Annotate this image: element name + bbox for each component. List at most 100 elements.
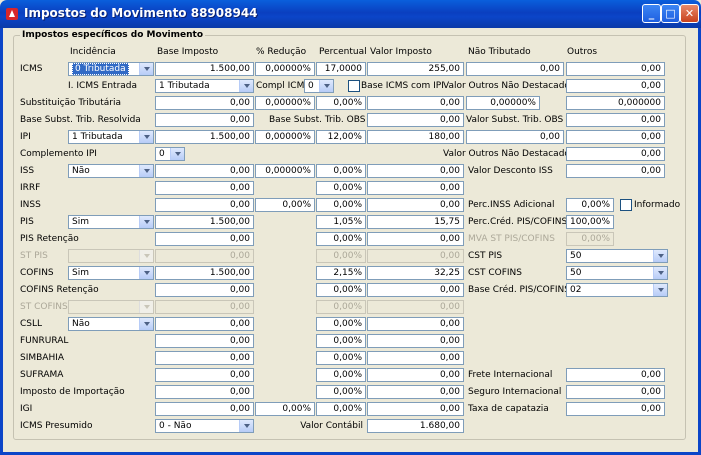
igi-percentual-field[interactable]: 0,00%: [316, 402, 366, 416]
st-cofins-percentual-field[interactable]: 0,00%: [316, 300, 366, 314]
iss-desconto-field[interactable]: 0,00: [566, 164, 665, 178]
cofins-incidencia-value: Sim: [72, 268, 89, 278]
pis-incidencia-select[interactable]: Sim: [68, 215, 154, 229]
ipi-nao-tributado-field[interactable]: 0,00: [466, 130, 564, 144]
suframa-valor-field[interactable]: 0,00: [367, 368, 464, 382]
st-pis-valor-field[interactable]: 0,00: [367, 249, 464, 263]
seguro-field[interactable]: 0,00: [566, 385, 665, 399]
csll-incidencia-select[interactable]: Não: [68, 317, 154, 331]
pis-valor-field[interactable]: 15,75: [367, 215, 464, 229]
icms-reducao-field[interactable]: 0,00000%: [255, 62, 315, 76]
simbahia-base-field[interactable]: 0,00: [155, 351, 254, 365]
ipi-valor-field[interactable]: 180,00: [367, 130, 464, 144]
capatazia-field[interactable]: 0,00: [566, 402, 665, 416]
close-button[interactable]: ✕: [680, 4, 699, 23]
icms-presumido-select[interactable]: 0 - Não: [155, 419, 254, 433]
st-pis-base-field[interactable]: 0,00: [155, 249, 254, 263]
ipi-outros-field[interactable]: 0,00: [566, 130, 665, 144]
inss-informado-checkbox[interactable]: [620, 199, 632, 211]
csll-base-field[interactable]: 0,00: [155, 317, 254, 331]
st-outros-field[interactable]: 0,000000: [566, 96, 665, 110]
funrural-valor-field[interactable]: 0,00: [367, 334, 464, 348]
cst-pis-select[interactable]: 50: [566, 249, 668, 263]
importacao-base-field[interactable]: 0,00: [155, 385, 254, 399]
st-pis-select[interactable]: [68, 249, 154, 263]
iss-percentual-field[interactable]: 0,00%: [316, 164, 366, 178]
minimize-button[interactable]: _: [642, 4, 661, 23]
st-cofins-select[interactable]: [68, 300, 154, 314]
igi-valor-field[interactable]: 0,00: [367, 402, 464, 416]
perc-cred-field[interactable]: 100,00%: [566, 215, 614, 229]
inss-valor-field[interactable]: 0,00: [367, 198, 464, 212]
st-pis-percentual-field[interactable]: 0,00%: [316, 249, 366, 263]
icms-base-field[interactable]: 1.500,00: [155, 62, 254, 76]
cofins-base-field[interactable]: 1.500,00: [155, 266, 254, 280]
outros-nd-icms-field[interactable]: 0,00: [566, 79, 665, 93]
inss-adicional-field[interactable]: 0,00%: [566, 198, 614, 212]
importacao-valor-field[interactable]: 0,00: [367, 385, 464, 399]
pis-base-field[interactable]: 1.500,00: [155, 215, 254, 229]
compl-ipi-select[interactable]: 0: [155, 147, 185, 161]
igi-reducao-field[interactable]: 0,00%: [255, 402, 315, 416]
st-percentual-field[interactable]: 0,00%: [316, 96, 366, 110]
ipi-incidencia-select[interactable]: 1 Tributada: [68, 130, 154, 144]
pis-percentual-field[interactable]: 1,05%: [316, 215, 366, 229]
icms-outros-field[interactable]: 0,00: [566, 62, 665, 76]
simbahia-valor-field[interactable]: 0,00: [367, 351, 464, 365]
icms-percentual-field[interactable]: 17,0000: [316, 62, 366, 76]
st-valor-field[interactable]: 0,00: [367, 96, 464, 110]
base-cred-select[interactable]: 02: [566, 283, 668, 297]
valor-st-obs-field[interactable]: 0,00: [566, 113, 665, 127]
importacao-percentual-field[interactable]: 0,00%: [316, 385, 366, 399]
icms-incidencia-select[interactable]: 0 Tributada: [68, 62, 154, 76]
mva-field[interactable]: 0,00%: [566, 232, 614, 246]
ipi-base-field[interactable]: 1.500,00: [155, 130, 254, 144]
pis-retencao-base-field[interactable]: 0,00: [155, 232, 254, 246]
st-base-field[interactable]: 0,00: [155, 96, 254, 110]
ipi-percentual-field[interactable]: 12,00%: [316, 130, 366, 144]
funrural-base-field[interactable]: 0,00: [155, 334, 254, 348]
icms-entrada-select[interactable]: 1 Tributada: [155, 79, 254, 93]
cofins-retencao-valor-field[interactable]: 0,00: [367, 283, 464, 297]
irrf-base-field[interactable]: 0,00: [155, 181, 254, 195]
funrural-percentual-field[interactable]: 0,00%: [316, 334, 366, 348]
csll-percentual-field[interactable]: 0,00%: [316, 317, 366, 331]
igi-base-field[interactable]: 0,00: [155, 402, 254, 416]
frete-field[interactable]: 0,00: [566, 368, 665, 382]
maximize-button[interactable]: □: [661, 4, 680, 23]
ipi-reducao-field[interactable]: 0,00000%: [255, 130, 315, 144]
iss-base-field[interactable]: 0,00: [155, 164, 254, 178]
inss-percentual-field[interactable]: 0,00%: [316, 198, 366, 212]
inss-reducao-field[interactable]: 0,00%: [255, 198, 315, 212]
cst-cofins-select[interactable]: 50: [566, 266, 668, 280]
irrf-valor-field[interactable]: 0,00: [367, 181, 464, 195]
base-st-resolvida-field[interactable]: 0,00: [155, 113, 254, 127]
pis-retencao-percentual-field[interactable]: 0,00%: [316, 232, 366, 246]
st-cofins-valor-field[interactable]: 0,00: [367, 300, 464, 314]
st-mva-field[interactable]: 0,00000%: [466, 96, 540, 110]
cofins-retencao-percentual-field[interactable]: 0,00%: [316, 283, 366, 297]
irrf-percentual-field[interactable]: 0,00%: [316, 181, 366, 195]
suframa-base-field[interactable]: 0,00: [155, 368, 254, 382]
iss-incidencia-select[interactable]: Não: [68, 164, 154, 178]
iss-valor-field[interactable]: 0,00: [367, 164, 464, 178]
iss-reducao-field[interactable]: 0,00000%: [255, 164, 315, 178]
compl-icms-select[interactable]: 0: [304, 79, 334, 93]
cofins-percentual-field[interactable]: 2,15%: [316, 266, 366, 280]
icms-valor-field[interactable]: 255,00: [367, 62, 464, 76]
suframa-percentual-field[interactable]: 0,00%: [316, 368, 366, 382]
cofins-incidencia-select[interactable]: Sim: [68, 266, 154, 280]
base-icms-ipi-checkbox[interactable]: [348, 80, 360, 92]
st-reducao-field[interactable]: 0,00000%: [255, 96, 315, 110]
csll-valor-field[interactable]: 0,00: [367, 317, 464, 331]
cofins-valor-field[interactable]: 32,25: [367, 266, 464, 280]
valor-contabil-field[interactable]: 1.680,00: [367, 419, 464, 433]
pis-retencao-valor-field[interactable]: 0,00: [367, 232, 464, 246]
base-st-obs-field[interactable]: 0,00: [367, 113, 464, 127]
icms-nao-tributado-field[interactable]: 0,00: [466, 62, 564, 76]
simbahia-percentual-field[interactable]: 0,00%: [316, 351, 366, 365]
inss-base-field[interactable]: 0,00: [155, 198, 254, 212]
cofins-retencao-base-field[interactable]: 0,00: [155, 283, 254, 297]
st-cofins-base-field[interactable]: 0,00: [155, 300, 254, 314]
outros-nd-ipi-field[interactable]: 0,00: [566, 147, 665, 161]
